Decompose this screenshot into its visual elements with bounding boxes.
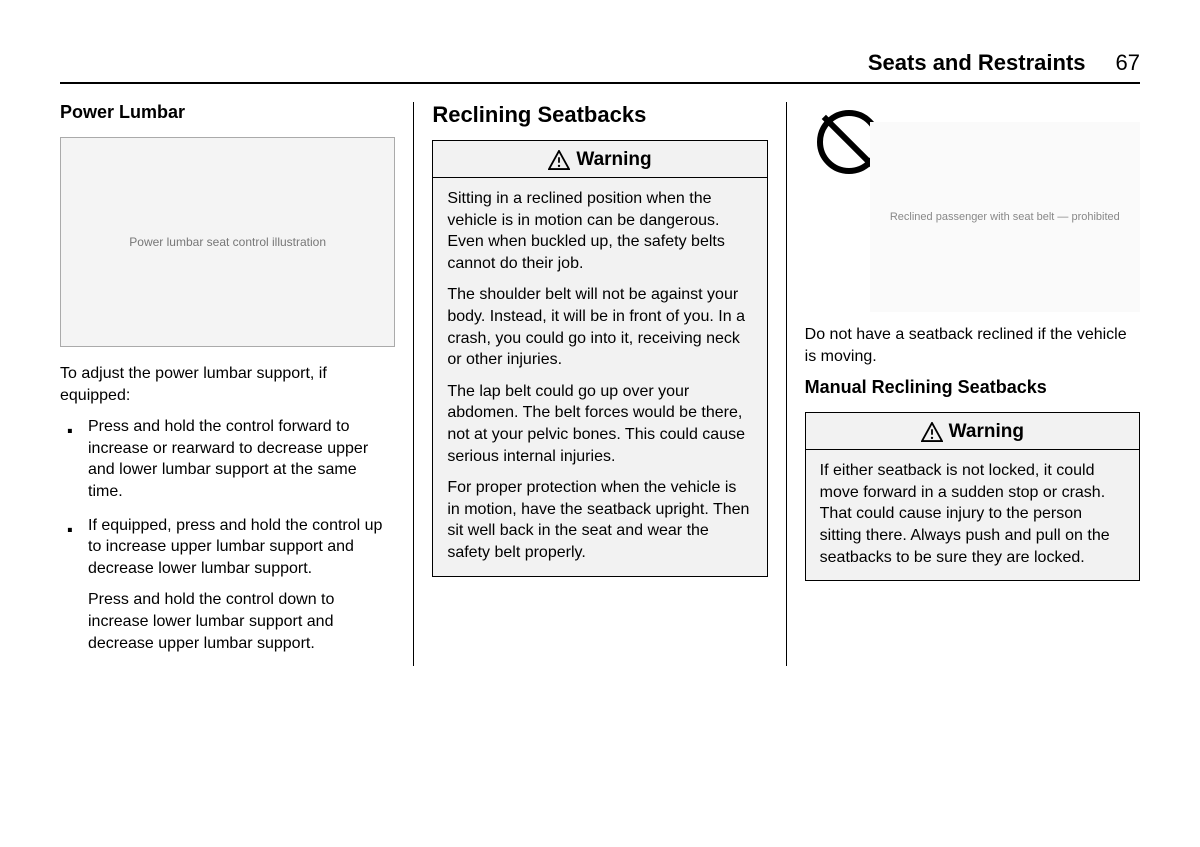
figure-illustration-area: Reclined passenger with seat belt — proh… xyxy=(870,122,1140,312)
power-lumbar-intro: To adjust the power lumbar support, if e… xyxy=(60,363,395,406)
bullet-text: Press and hold the control forward to in… xyxy=(88,418,368,500)
reclined-caption: Do not have a seatback reclined if the v… xyxy=(805,324,1140,367)
bullet-text: If equipped, press and hold the control … xyxy=(88,517,382,577)
warning-paragraph: The shoulder belt will not be against yo… xyxy=(447,284,752,370)
page-header: Seats and Restraints 67 xyxy=(60,50,1140,84)
reclining-seatbacks-heading: Reclining Seatbacks xyxy=(432,102,767,128)
warning-body: Sitting in a reclined position when the … xyxy=(433,178,766,576)
warning-triangle-icon xyxy=(921,422,943,442)
warning-header: Warning xyxy=(806,413,1139,450)
figure-alt-text: Reclined passenger with seat belt — proh… xyxy=(890,211,1120,223)
power-lumbar-figure: Power lumbar seat control illustration xyxy=(60,137,395,347)
warning-label: Warning xyxy=(576,149,651,171)
power-lumbar-heading: Power Lumbar xyxy=(60,102,395,123)
power-lumbar-list: Press and hold the control forward to in… xyxy=(60,416,395,654)
column-1: Power Lumbar Power lumbar seat control i… xyxy=(60,102,413,666)
warning-paragraph: If either seatback is not locked, it cou… xyxy=(820,460,1125,568)
warning-paragraph: For proper protection when the vehicle i… xyxy=(447,477,752,563)
manual-reclining-heading: Manual Reclining Seatbacks xyxy=(805,377,1140,398)
header-section-title: Seats and Restraints xyxy=(868,50,1086,76)
warning-triangle-icon xyxy=(548,150,570,170)
warning-box-reclining: Warning Sitting in a reclined position w… xyxy=(432,140,767,577)
warning-paragraph: The lap belt could go up over your abdom… xyxy=(447,381,752,467)
column-2: Reclining Seatbacks Warning Sitting in a… xyxy=(413,102,785,666)
column-3: Reclined passenger with seat belt — proh… xyxy=(786,102,1140,666)
list-item: If equipped, press and hold the control … xyxy=(60,515,395,655)
warning-label: Warning xyxy=(949,421,1024,443)
warning-paragraph: Sitting in a reclined position when the … xyxy=(447,188,752,274)
warning-box-manual: Warning If either seatback is not locked… xyxy=(805,412,1140,581)
reclined-prohibited-figure: Reclined passenger with seat belt — proh… xyxy=(805,102,1140,312)
bullet-continuation: Press and hold the control down to incre… xyxy=(88,589,395,654)
list-item: Press and hold the control forward to in… xyxy=(60,416,395,502)
figure-alt-text: Power lumbar seat control illustration xyxy=(129,235,326,249)
content-columns: Power Lumbar Power lumbar seat control i… xyxy=(60,102,1140,666)
warning-body: If either seatback is not locked, it cou… xyxy=(806,450,1139,580)
header-page-number: 67 xyxy=(1116,50,1140,76)
warning-header: Warning xyxy=(433,141,766,178)
